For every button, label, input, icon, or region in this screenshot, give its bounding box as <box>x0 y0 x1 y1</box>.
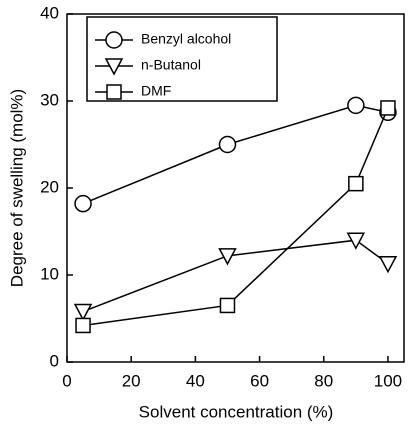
series-line <box>82 107 389 327</box>
marker <box>348 175 364 192</box>
marker <box>347 96 365 115</box>
marker <box>378 255 398 274</box>
x-tick-label: 60 <box>250 371 269 390</box>
x-tick-label: 20 <box>122 371 141 390</box>
marker <box>219 297 236 314</box>
x-tick-label: 80 <box>314 371 333 390</box>
legend-label: n-Butanol <box>141 57 201 73</box>
legend-marker <box>104 58 124 76</box>
marker <box>218 135 237 154</box>
y-axis-label: Degree of swelling (mol%) <box>7 89 26 287</box>
legend-label: Benzyl alcohol <box>141 31 231 47</box>
legend-label: DMF <box>141 83 171 99</box>
legend-marker <box>105 31 123 49</box>
marker <box>73 303 93 322</box>
x-tick-label: 40 <box>186 371 205 390</box>
marker <box>75 317 91 334</box>
y-tick-label: 20 <box>40 177 59 196</box>
marker <box>218 248 237 266</box>
legend-marker <box>106 84 122 100</box>
marker <box>346 232 366 250</box>
x-axis-label: Solvent concentration (%) <box>139 402 334 421</box>
series-line <box>82 239 389 313</box>
y-tick-label: 10 <box>40 264 59 283</box>
series-line <box>82 104 389 205</box>
y-tick-label: 40 <box>40 3 59 22</box>
marker <box>380 100 396 116</box>
y-tick-label: 30 <box>40 90 59 109</box>
x-tick-label: 100 <box>374 371 402 390</box>
x-tick-label: 0 <box>62 371 71 390</box>
marker <box>74 194 92 213</box>
y-tick-label: 0 <box>50 351 59 370</box>
